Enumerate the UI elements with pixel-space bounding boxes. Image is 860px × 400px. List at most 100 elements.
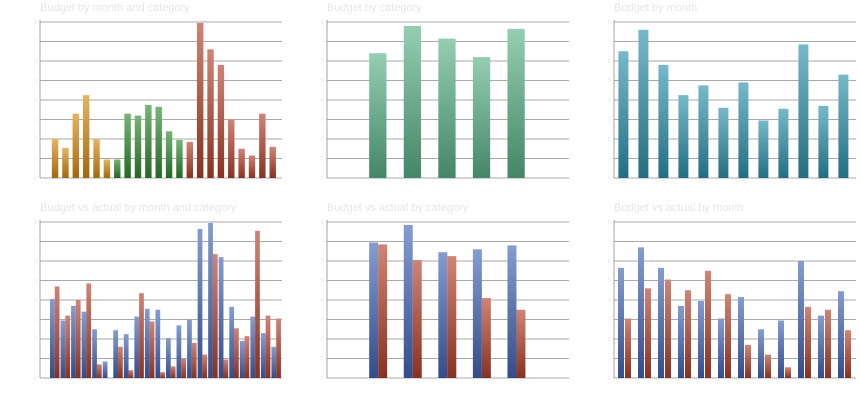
- bar: [625, 318, 631, 378]
- y-tick-label: 6: [608, 259, 612, 265]
- chart-panel-1: Budget by month and category 0 1 2 3 4 5 6 7 8: [0, 0, 286, 200]
- bar: [638, 29, 649, 178]
- bar: [260, 333, 266, 378]
- bar: [176, 139, 183, 178]
- chart-title: Budget by category: [327, 2, 422, 14]
- bar: [50, 299, 55, 378]
- bar: [114, 159, 121, 178]
- bar: [86, 283, 92, 378]
- bar: [123, 334, 129, 378]
- bar: [217, 64, 225, 178]
- bar: [259, 113, 266, 178]
- y-tick-label: 7: [321, 40, 325, 46]
- y-tick-label: 2: [608, 337, 612, 343]
- y-tick-label: 0: [608, 376, 612, 382]
- bar: [785, 367, 791, 378]
- bar: [196, 22, 204, 178]
- y-tick-label: 3: [321, 118, 325, 124]
- bar: [234, 328, 239, 378]
- bar: [725, 294, 731, 378]
- bar: [149, 321, 155, 378]
- bar: [618, 267, 624, 378]
- chart-panel-2: Budget by category 0 1 2 3 4 5 6 7 8: [287, 0, 573, 200]
- y-tick-label: 4: [608, 298, 612, 304]
- bar: [75, 300, 81, 378]
- bar: [825, 309, 831, 378]
- bar: [165, 131, 173, 178]
- y-tick-label: 6: [34, 259, 38, 265]
- bar: [170, 366, 176, 378]
- bar: [113, 330, 119, 378]
- bar: [698, 85, 709, 178]
- y-tick-label: 6: [321, 259, 325, 265]
- bar: [212, 254, 218, 378]
- bar: [271, 346, 277, 378]
- y-tick-label: 6: [321, 59, 325, 65]
- y-tick-label: 6: [608, 59, 612, 65]
- y-tick-label: 0: [34, 376, 38, 382]
- y-tick-label: 4: [321, 298, 325, 304]
- bar: [250, 316, 256, 378]
- bar: [239, 340, 245, 378]
- bar: [618, 51, 629, 178]
- bar: [658, 267, 664, 378]
- bar: [507, 28, 525, 179]
- chart-panel-5: Budget vs actual by category 0 1 2 3 4 5 6 7 8: [287, 200, 573, 400]
- y-tick-label: 5: [34, 279, 38, 285]
- y-tick-label: 5: [608, 79, 612, 85]
- bar: [758, 120, 769, 178]
- bar: [403, 25, 422, 179]
- bar: [412, 260, 422, 378]
- bar: [665, 279, 671, 378]
- y-tick-label: 3: [34, 318, 38, 324]
- chart-panel-4: Budget vs actual by month and category 0…: [0, 200, 286, 400]
- bar: [845, 330, 851, 378]
- y-tick-label: 3: [34, 118, 38, 124]
- bar: [265, 315, 271, 378]
- y-tick-label: 7: [321, 240, 325, 246]
- bar: [248, 155, 256, 178]
- y-tick-label: 8: [34, 20, 38, 26]
- bar: [128, 370, 134, 378]
- bar: [738, 297, 744, 378]
- bar: [818, 105, 829, 178]
- bar-chart-5: 0 1 2 3 4 5 6 7 8: [321, 220, 569, 382]
- y-tick-label: 0: [608, 176, 612, 182]
- bar: [645, 288, 651, 378]
- bar: [472, 249, 482, 378]
- bar: [718, 318, 724, 378]
- bar: [369, 242, 379, 378]
- y-tick-label: 2: [321, 137, 325, 143]
- bar: [139, 293, 144, 378]
- bar: [124, 113, 131, 178]
- y-tick-label: 3: [608, 318, 612, 324]
- bar: [838, 291, 844, 378]
- bar: [51, 139, 59, 178]
- bar: [369, 53, 387, 179]
- chart-title: Budget vs actual by month: [614, 202, 744, 214]
- bar: [507, 245, 517, 378]
- bar: [176, 325, 182, 378]
- bar: [438, 252, 448, 378]
- bar: [191, 342, 197, 378]
- bar: [155, 309, 161, 378]
- bar: [207, 49, 214, 178]
- y-tick-label: 3: [608, 118, 612, 124]
- y-tick-label: 1: [608, 157, 612, 163]
- bar: [738, 82, 749, 178]
- bar: [269, 146, 276, 178]
- bar: [447, 256, 457, 378]
- bar: [92, 329, 97, 378]
- bar: [181, 358, 187, 378]
- y-tick-label: 2: [608, 137, 612, 143]
- y-tick-label: 8: [608, 220, 612, 226]
- bar: [678, 305, 684, 378]
- bar: [818, 315, 824, 378]
- bar: [218, 257, 224, 378]
- bar: [65, 315, 71, 378]
- y-tick-label: 5: [608, 279, 612, 285]
- bar: [758, 329, 764, 378]
- bar: [838, 74, 849, 178]
- bar: [705, 270, 711, 378]
- y-tick-label: 2: [321, 337, 325, 343]
